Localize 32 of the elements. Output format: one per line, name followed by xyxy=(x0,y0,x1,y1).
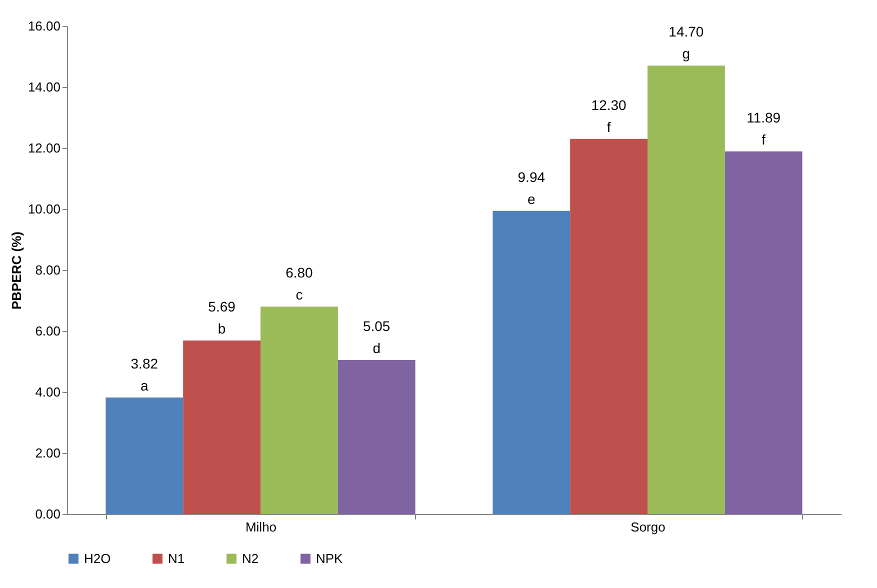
legend-label: N2 xyxy=(242,550,259,566)
bar xyxy=(183,340,260,514)
x-tick-label: Milho xyxy=(245,520,277,534)
data-label: 6.80 c xyxy=(286,264,314,303)
data-label: 14.70 g xyxy=(668,24,704,62)
x-tick-label: Sorgo xyxy=(630,520,666,534)
legend-label: N1 xyxy=(168,550,185,566)
data-label: 5.69 b xyxy=(208,298,236,336)
bar xyxy=(106,397,184,514)
y-tick-label: 10.00 xyxy=(28,202,60,216)
bar xyxy=(492,210,570,514)
y-tick-label: 4.00 xyxy=(35,384,60,400)
data-label: 11.89 f xyxy=(746,109,781,148)
legend-label: NPK xyxy=(316,550,344,566)
bar xyxy=(724,151,802,514)
data-label: 12.30 f xyxy=(591,96,627,135)
y-tick-label: 6.00 xyxy=(35,324,60,338)
y-tick-label: 0.00 xyxy=(35,506,60,522)
data-label: 5.05 d xyxy=(362,318,390,356)
y-axis-title: PBPERC (%) xyxy=(8,231,24,310)
y-tick-label: 14.00 xyxy=(28,80,60,94)
bar xyxy=(260,306,338,514)
bar xyxy=(648,66,725,514)
legend-label: H2O xyxy=(84,550,111,566)
data-label: 3.82 a xyxy=(130,355,158,394)
y-tick-label: 12.00 xyxy=(28,140,60,156)
y-tick-label: 16.00 xyxy=(28,18,60,34)
bar xyxy=(570,138,648,514)
bar xyxy=(338,360,416,514)
data-label: 9.94 e xyxy=(518,168,546,207)
y-tick-label: 8.00 xyxy=(35,262,60,278)
y-tick-label: 2.00 xyxy=(35,446,60,460)
